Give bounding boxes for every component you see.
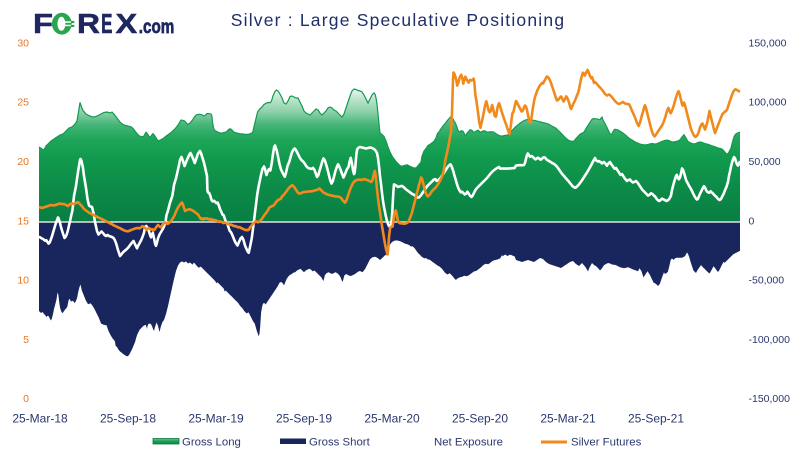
svg-text:-150,000: -150,000 — [749, 393, 791, 405]
svg-text:100,000: 100,000 — [749, 97, 787, 109]
svg-text:X: X — [116, 8, 138, 39]
svg-text:25-Mar-21: 25-Mar-21 — [540, 412, 596, 426]
svg-text:-50,000: -50,000 — [749, 275, 785, 287]
svg-text:25-Sep-20: 25-Sep-20 — [452, 412, 508, 426]
svg-text:25: 25 — [17, 97, 29, 109]
svg-text:Silver Futures: Silver Futures — [571, 437, 642, 449]
svg-text:25-Mar-20: 25-Mar-20 — [364, 412, 420, 426]
svg-text:R: R — [77, 8, 100, 39]
svg-text:Silver : Large Speculative Pos: Silver : Large Speculative Positioning — [231, 10, 566, 30]
svg-text:-100,000: -100,000 — [749, 334, 791, 346]
svg-text:25-Sep-19: 25-Sep-19 — [276, 412, 332, 426]
svg-text:150,000: 150,000 — [749, 37, 787, 49]
svg-text:F: F — [33, 8, 53, 39]
svg-text:30: 30 — [17, 37, 29, 49]
svg-text:25-Mar-18: 25-Mar-18 — [12, 412, 68, 426]
svg-text:0: 0 — [749, 215, 755, 227]
svg-text:Gross Short: Gross Short — [309, 437, 371, 449]
svg-text:15: 15 — [17, 215, 29, 227]
svg-text:E: E — [101, 8, 113, 39]
svg-text:5: 5 — [23, 334, 29, 346]
svg-text:25-Mar-19: 25-Mar-19 — [188, 412, 244, 426]
svg-text:Net Exposure: Net Exposure — [434, 437, 503, 449]
svg-text:0: 0 — [23, 393, 29, 405]
svg-text:50,000: 50,000 — [749, 156, 781, 168]
svg-text:25-Sep-21: 25-Sep-21 — [628, 412, 684, 426]
svg-text:25-Sep-18: 25-Sep-18 — [100, 412, 156, 426]
svg-text:20: 20 — [17, 156, 29, 168]
svg-text:10: 10 — [17, 275, 29, 287]
svg-text:.com: .com — [139, 17, 175, 38]
svg-text:Gross Long: Gross Long — [182, 437, 241, 449]
